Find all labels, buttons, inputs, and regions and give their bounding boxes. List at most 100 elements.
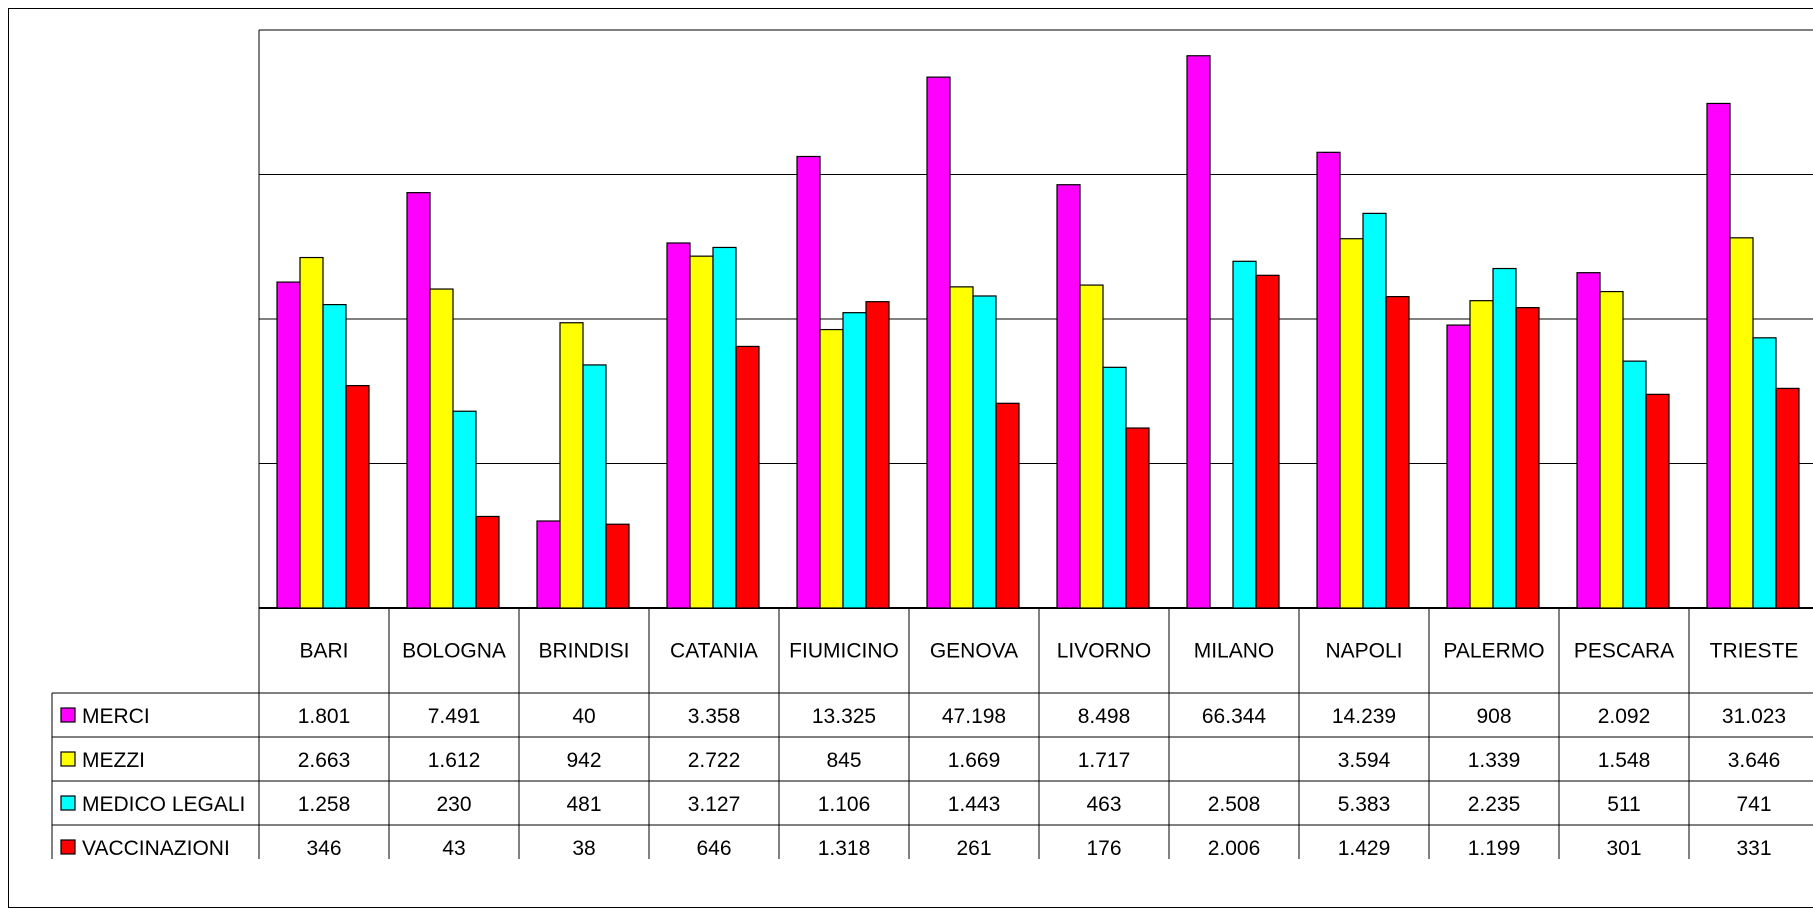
- bar-merci-livorno: [1056, 184, 1081, 609]
- table-cell-value: 2.235: [1468, 793, 1521, 816]
- bar-chart-with-data-table: BARI BOLOGNA BRINDISI CATANIA FIUMICINO GENOV…: [51, 29, 1813, 859]
- bar-mezzi-palermo: [1469, 300, 1494, 609]
- bar-medico-legali-bari: [322, 303, 347, 609]
- bar-mezzi-bologna: [429, 288, 454, 609]
- table-cell-value: 1.339: [1468, 749, 1521, 772]
- bar-medico-legali-palermo: [1492, 267, 1517, 609]
- table-cell-value: 1.443: [948, 793, 1001, 816]
- table-cell-value: 646: [696, 837, 731, 859]
- bar-merci-fiumicino: [796, 155, 821, 609]
- category-label: BARI: [299, 640, 348, 663]
- table-cell-value: 741: [1736, 793, 1771, 816]
- bar-vaccinazioni-bari: [345, 385, 370, 609]
- bar-mezzi-napoli: [1339, 238, 1364, 609]
- bar-mezzi-genova: [949, 286, 974, 609]
- bar-merci-bari: [276, 281, 301, 609]
- table-cell-value: 942: [566, 749, 601, 772]
- bar-vaccinazioni-genova: [995, 402, 1020, 609]
- table-cell-value: 908: [1476, 705, 1511, 728]
- bar-merci-pescara: [1576, 272, 1601, 609]
- table-cell-value: 1.318: [818, 837, 871, 859]
- table-cell-value: 3.594: [1338, 749, 1391, 772]
- bar-vaccinazioni-palermo: [1515, 307, 1540, 609]
- bar-medico-legali-brindisi: [582, 364, 607, 609]
- table-cell-value: 2.006: [1208, 837, 1261, 859]
- table-cell-value: 261: [956, 837, 991, 859]
- table-cell-value: 3.646: [1728, 749, 1781, 772]
- category-label: TRIESTE: [1710, 640, 1799, 663]
- bar-vaccinazioni-milano: [1255, 274, 1280, 609]
- category-label: NAPOLI: [1325, 640, 1402, 663]
- bar-merci-brindisi: [536, 520, 561, 609]
- bar-medico-legali-livorno: [1102, 366, 1127, 609]
- table-cell-value: 2.092: [1598, 705, 1651, 728]
- table-cell-value: 43: [442, 837, 465, 859]
- bar-vaccinazioni-napoli: [1385, 295, 1410, 609]
- legend-label: MEZZI: [82, 749, 145, 772]
- table-cell-value: 2.663: [298, 749, 351, 772]
- table-cell-value: 1.548: [1598, 749, 1651, 772]
- table-cell-value: 14.239: [1332, 705, 1396, 728]
- table-cell-value: 2.508: [1208, 793, 1261, 816]
- legend-label: VACCINAZIONI: [82, 837, 230, 859]
- legend-label: MEDICO LEGALI: [82, 793, 245, 816]
- bar-medico-legali-milano: [1232, 260, 1257, 609]
- category-label: MILANO: [1194, 640, 1275, 663]
- legend-key-vaccinazioni: [60, 839, 76, 855]
- bar-merci-trieste: [1706, 102, 1731, 609]
- table-cell-value: 1.717: [1078, 749, 1131, 772]
- bar-mezzi-catania: [689, 255, 714, 609]
- table-cell-value: 3.127: [688, 793, 741, 816]
- bar-vaccinazioni-livorno: [1125, 427, 1150, 609]
- bar-merci-bologna: [406, 192, 431, 609]
- table-cell-value: 47.198: [942, 705, 1006, 728]
- data-table: BARI BOLOGNA BRINDISI CATANIA FIUMICINO GENOV…: [51, 608, 1813, 859]
- bar-medico-legali-napoli: [1362, 212, 1387, 609]
- table-cell-value: 31.023: [1722, 705, 1786, 728]
- bar-mezzi-fiumicino: [819, 328, 844, 609]
- table-cell-value: 1.429: [1338, 837, 1391, 859]
- table-cell-value: 2.722: [688, 749, 741, 772]
- bar-medico-legali-pescara: [1622, 360, 1647, 609]
- table-cell-value: 230: [436, 793, 471, 816]
- bar-merci-napoli: [1316, 151, 1341, 609]
- table-cell-value: 1.801: [298, 705, 351, 728]
- category-label: LIVORNO: [1057, 640, 1152, 663]
- table-cell-value: 346: [306, 837, 341, 859]
- bars: [276, 55, 1800, 609]
- table-cell-value: 331: [1736, 837, 1771, 859]
- bar-vaccinazioni-trieste: [1775, 387, 1800, 609]
- bar-mezzi-bari: [299, 256, 324, 609]
- table-cell-value: 481: [566, 793, 601, 816]
- table-cell-value: 3.358: [688, 705, 741, 728]
- bar-vaccinazioni-catania: [735, 345, 760, 609]
- table-cell-value: 8.498: [1078, 705, 1131, 728]
- bar-medico-legali-genova: [972, 295, 997, 609]
- bar-mezzi-pescara: [1599, 290, 1624, 609]
- legend-key-merci: [60, 707, 76, 723]
- legend-key-mezzi: [60, 751, 76, 767]
- table-cell-value: 66.344: [1202, 705, 1267, 728]
- category-label: BRINDISI: [538, 640, 629, 663]
- bar-mezzi-trieste: [1729, 237, 1754, 609]
- bar-merci-catania: [666, 242, 691, 609]
- table-cell-value: 1.199: [1468, 837, 1521, 859]
- bar-vaccinazioni-fiumicino: [865, 301, 890, 609]
- bar-medico-legali-trieste: [1752, 337, 1777, 609]
- bar-merci-palermo: [1446, 324, 1471, 609]
- table-cell-value: 1.106: [818, 793, 871, 816]
- category-label: PALERMO: [1443, 640, 1544, 663]
- bar-mezzi-livorno: [1079, 284, 1104, 609]
- table-cell-value: 1.612: [428, 749, 481, 772]
- bar-merci-genova: [926, 76, 951, 609]
- bar-medico-legali-catania: [712, 246, 737, 609]
- table-cell-value: 463: [1086, 793, 1121, 816]
- category-label: CATANIA: [670, 640, 758, 663]
- table-cell-value: 1.669: [948, 749, 1001, 772]
- category-label: GENOVA: [930, 640, 1018, 663]
- legend-key-medico-legali: [60, 795, 76, 811]
- table-cell-value: 845: [826, 749, 861, 772]
- bar-medico-legali-bologna: [452, 410, 477, 609]
- table-cell-value: 38: [572, 837, 595, 859]
- table-cell-value: 5.383: [1338, 793, 1391, 816]
